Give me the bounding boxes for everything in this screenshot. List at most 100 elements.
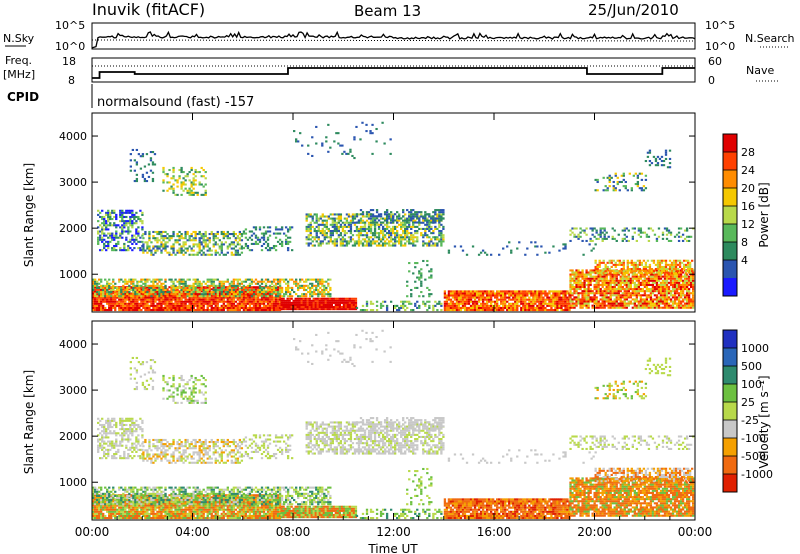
- echo-cell: [643, 283, 647, 286]
- echo-cell: [591, 271, 594, 274]
- echo-cell: [310, 301, 313, 304]
- echo-cell: [669, 294, 673, 297]
- echo-cell: [128, 292, 131, 295]
- echo-cell: [160, 235, 163, 238]
- echo-cell: [635, 290, 639, 293]
- echo-cell: [587, 290, 590, 293]
- echo-cell: [475, 300, 479, 303]
- echo-cell: [685, 298, 689, 301]
- echo-cell: [232, 304, 236, 307]
- echo-cell: [613, 292, 616, 295]
- echo-cell: [363, 230, 367, 233]
- echo-cell: [663, 283, 667, 286]
- echo-cell: [144, 306, 147, 309]
- echo-cell: [158, 280, 161, 283]
- echo-cell: [518, 296, 521, 299]
- echo-cell: [398, 236, 401, 239]
- echo-cell: [424, 223, 427, 226]
- echo-cell: [508, 306, 511, 309]
- echo-cell: [603, 306, 606, 309]
- echo-cell: [297, 286, 300, 289]
- echo-cell: [599, 290, 602, 293]
- echo-cell: [319, 291, 322, 294]
- echo-cell: [176, 249, 179, 252]
- echo-cell: [176, 298, 179, 301]
- echo-cell: [150, 296, 153, 299]
- echo-cell: [398, 309, 401, 312]
- echo-cell: [534, 296, 537, 299]
- echo-cell: [542, 304, 545, 307]
- echo-cell: [202, 306, 205, 309]
- echo-cell: [394, 242, 397, 245]
- echo-cell: [130, 302, 133, 305]
- echo-cell: [583, 283, 586, 286]
- echo-cell: [284, 299, 287, 302]
- echo-cell: [424, 213, 427, 216]
- echo-cell: [601, 285, 604, 289]
- echo-cell: [408, 300, 411, 303]
- echo-cell: [651, 273, 655, 276]
- echo-cell: [455, 292, 459, 295]
- echo-cell: [325, 219, 328, 222]
- echo-cell: [182, 284, 185, 287]
- echo-cell: [127, 209, 130, 212]
- echo-cell: [192, 253, 195, 256]
- echo-cell: [359, 227, 363, 230]
- echo-cell: [113, 222, 116, 225]
- echo-cell: [108, 300, 111, 303]
- echo-cell: [305, 278, 308, 281]
- echo-cell: [327, 240, 330, 243]
- echo-cell: [442, 227, 445, 230]
- echo-cell: [252, 294, 256, 297]
- echo-cell: [426, 300, 429, 303]
- echo-cell: [627, 273, 630, 276]
- echo-cell: [416, 236, 419, 239]
- echo-cell: [554, 294, 557, 297]
- echo-cell: [677, 273, 681, 276]
- echo-cell: [307, 286, 310, 289]
- echo-cell: [552, 296, 555, 299]
- echo-cell: [479, 309, 483, 312]
- echo-cell: [560, 302, 563, 305]
- echo-cell: [140, 296, 143, 299]
- echo-cell: [389, 236, 393, 239]
- echo-cell: [655, 288, 659, 291]
- echo-cell: [134, 306, 137, 309]
- echo-cell: [689, 283, 693, 286]
- echo-cell: [438, 238, 441, 241]
- echo-cell: [258, 304, 262, 307]
- echo-cell: [675, 304, 679, 307]
- echo-cell: [230, 296, 233, 299]
- echo-cell: [278, 242, 282, 245]
- echo-cell: [327, 295, 330, 298]
- echo-cell: [661, 302, 665, 305]
- echo-cell: [230, 251, 233, 254]
- echo-cell: [100, 291, 103, 294]
- echo-cell: [136, 296, 139, 299]
- echo-cell: [575, 304, 578, 307]
- echo-cell: [522, 290, 525, 293]
- echo-cell: [216, 306, 219, 309]
- echo-cell: [240, 298, 244, 301]
- echo-cell: [354, 301, 358, 304]
- echo-cell: [504, 290, 507, 293]
- echo-cell: [643, 306, 647, 309]
- echo-cell: [471, 306, 475, 309]
- echo-cell: [402, 219, 405, 222]
- echo-cell: [92, 309, 95, 312]
- echo-cell: [135, 230, 138, 233]
- echo-cell: [675, 273, 679, 276]
- echo-cell: [327, 242, 330, 245]
- echo-cell: [585, 292, 588, 295]
- echo-cell: [341, 238, 345, 241]
- echo-cell: [232, 243, 236, 246]
- echo-cell: [216, 298, 219, 301]
- echo-cell: [228, 294, 231, 297]
- echo-cell: [414, 240, 417, 243]
- echo-cell: [532, 309, 535, 312]
- echo-cell: [160, 243, 163, 246]
- echo-cell: [657, 273, 661, 276]
- echo-cell: [629, 292, 632, 295]
- echo-cell: [156, 306, 159, 309]
- echo-cell: [200, 306, 203, 309]
